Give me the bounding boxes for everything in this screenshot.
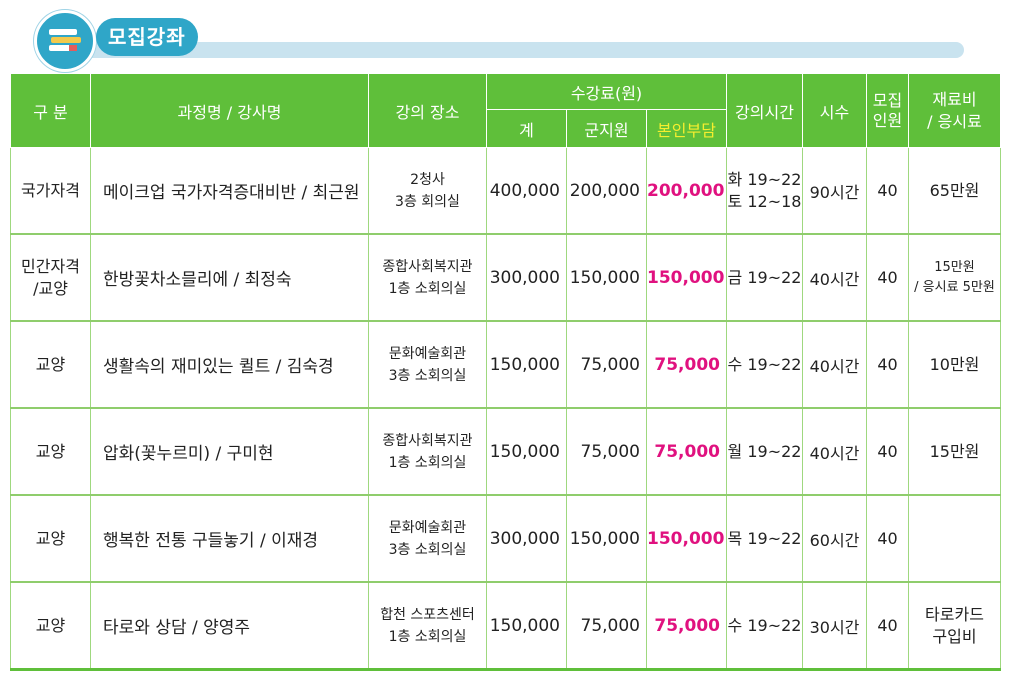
row-total: 150,000 — [486, 408, 567, 496]
row-capacity: 40 — [866, 147, 909, 235]
header-self: 본인부담 — [646, 109, 727, 148]
header-total: 계 — [486, 109, 567, 148]
header-hours: 시수 — [802, 73, 867, 148]
header-capacity: 모집 인원 — [866, 73, 909, 148]
row-material: 10만원 — [908, 321, 1001, 409]
row-capacity: 40 — [866, 495, 909, 583]
row-self: 75,000 — [646, 321, 727, 409]
row-time: 수 19~22 — [726, 582, 803, 671]
row-capacity: 40 — [866, 234, 909, 322]
row-course: 타로와 상담 / 양영주 — [90, 582, 369, 671]
header-time: 강의시간 — [726, 73, 803, 148]
header-bar — [74, 42, 964, 58]
row-category: 교양 — [10, 582, 91, 671]
row-place: 종합사회복지관 1층 소회의실 — [368, 234, 487, 322]
header-category: 구 분 — [10, 73, 91, 148]
row-course: 생활속의 재미있는 퀼트 / 김숙경 — [90, 321, 369, 409]
row-hours: 60시간 — [802, 495, 867, 583]
row-place: 문화예술회관 3층 소회의실 — [368, 495, 487, 583]
page-title: 모집강좌 — [96, 18, 198, 56]
row-place: 2청사 3층 회의실 — [368, 147, 487, 235]
row-place: 종합사회복지관 1층 소회의실 — [368, 408, 487, 496]
row-place: 문화예술회관 3층 소회의실 — [368, 321, 487, 409]
course-table: 구 분 과정명 / 강사명 강의 장소 수강료(원) 강의시간 시수 모집 인원 … — [10, 73, 1001, 671]
row-self: 200,000 — [646, 147, 727, 235]
table-row: 국가자격 메이크업 국가자격증대비반 / 최근원 2청사 3층 회의실 400,000 2… — [10, 147, 1001, 235]
row-hours: 40시간 — [802, 234, 867, 322]
row-category: 민간자격/교양 — [10, 234, 91, 322]
row-total: 150,000 — [486, 582, 567, 671]
row-category: 국가자격 — [10, 147, 91, 235]
row-category: 교양 — [10, 408, 91, 496]
row-hours: 30시간 — [802, 582, 867, 671]
header-place: 강의 장소 — [368, 73, 487, 148]
row-course: 한방꽃차소믈리에 / 최정숙 — [90, 234, 369, 322]
row-time: 목 19~22 — [726, 495, 803, 583]
row-material: 65만원 — [908, 147, 1001, 235]
row-capacity: 40 — [866, 582, 909, 671]
row-time: 화 19~22 토 12~18 — [726, 147, 803, 235]
row-county: 200,000 — [566, 147, 647, 235]
row-hours: 40시간 — [802, 321, 867, 409]
row-category: 교양 — [10, 495, 91, 583]
row-total: 400,000 — [486, 147, 567, 235]
header-course: 과정명 / 강사명 — [90, 73, 369, 148]
row-self: 75,000 — [646, 582, 727, 671]
row-material: 15만원 — [908, 408, 1001, 496]
table-row: 교양 타로와 상담 / 양영주 합천 스포츠센터 1층 소회의실 150,000 75,0… — [10, 582, 1001, 671]
row-capacity: 40 — [866, 321, 909, 409]
row-capacity: 40 — [866, 408, 909, 496]
row-material: 타로카드 구입비 — [908, 582, 1001, 671]
table-row: 교양 압화(꽃누르미) / 구미현 종합사회복지관 1층 소회의실 150,000 75,… — [10, 408, 1001, 496]
header-county: 군지원 — [566, 109, 647, 148]
row-course: 압화(꽃누르미) / 구미현 — [90, 408, 369, 496]
row-county: 75,000 — [566, 408, 647, 496]
row-county: 150,000 — [566, 495, 647, 583]
row-category: 교양 — [10, 321, 91, 409]
row-time: 금 19~22 — [726, 234, 803, 322]
row-place: 합천 스포츠센터 1층 소회의실 — [368, 582, 487, 671]
row-county: 75,000 — [566, 582, 647, 671]
row-hours: 90시간 — [802, 147, 867, 235]
row-material — [908, 495, 1001, 583]
table-row: 민간자격/교양 한방꽃차소믈리에 / 최정숙 종합사회복지관 1층 소회의실 300,0… — [10, 234, 1001, 322]
table-row: 교양 생활속의 재미있는 퀼트 / 김숙경 문화예술회관 3층 소회의실 150,000… — [10, 321, 1001, 409]
row-material: 15만원 / 응시료 5만원 — [908, 234, 1001, 322]
row-hours: 40시간 — [802, 408, 867, 496]
row-county: 75,000 — [566, 321, 647, 409]
table-row: 교양 행복한 전통 구들놓기 / 이재경 문화예술회관 3층 소회의실 300,000 1… — [10, 495, 1001, 583]
section-header: 모집강좌 — [34, 8, 974, 72]
row-course: 메이크업 국가자격증대비반 / 최근원 — [90, 147, 369, 235]
row-time: 월 19~22 — [726, 408, 803, 496]
header-fee: 수강료(원) — [486, 73, 727, 110]
row-time: 수 19~22 — [726, 321, 803, 409]
row-county: 150,000 — [566, 234, 647, 322]
row-total: 150,000 — [486, 321, 567, 409]
header-material: 재료비 / 응시료 — [908, 73, 1001, 148]
row-self: 75,000 — [646, 408, 727, 496]
row-self: 150,000 — [646, 234, 727, 322]
row-course: 행복한 전통 구들놓기 / 이재경 — [90, 495, 369, 583]
row-self: 150,000 — [646, 495, 727, 583]
row-total: 300,000 — [486, 495, 567, 583]
books-icon — [34, 10, 96, 72]
row-total: 300,000 — [486, 234, 567, 322]
